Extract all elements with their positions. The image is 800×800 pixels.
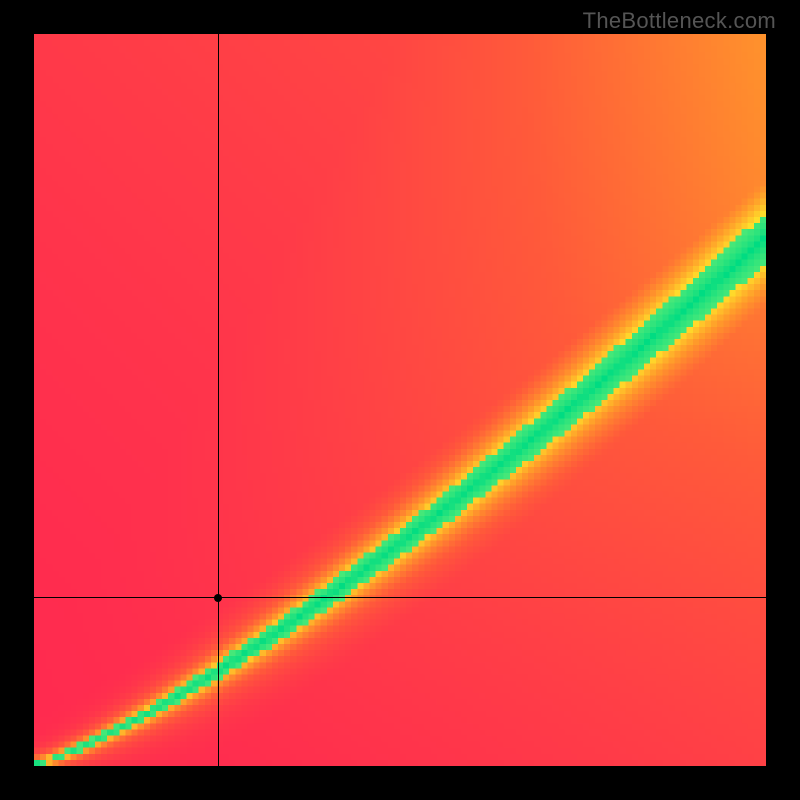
heatmap-canvas [34,34,766,766]
heatmap-plot [34,34,766,766]
crosshair-vertical [218,34,219,766]
crosshair-marker [214,594,222,602]
watermark-text: TheBottleneck.com [583,8,776,34]
crosshair-horizontal [34,597,766,598]
